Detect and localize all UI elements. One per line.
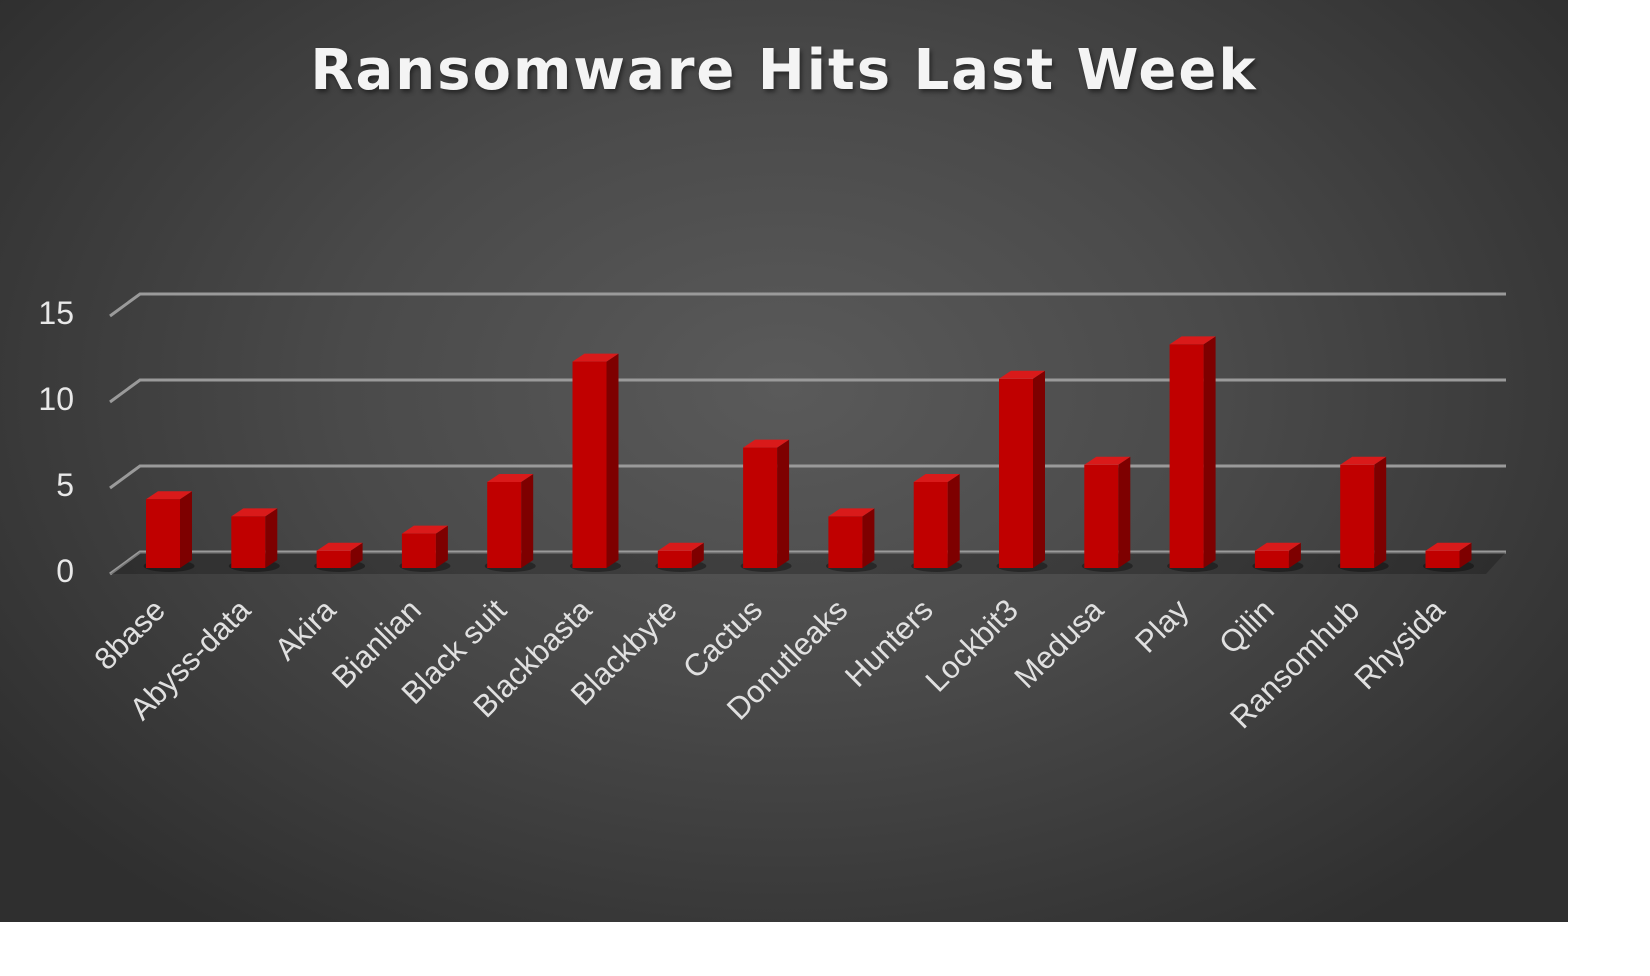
floor-plane <box>110 552 1506 574</box>
x-tick-label: Medusa <box>1008 592 1111 695</box>
y-tick-label: 0 <box>56 553 74 589</box>
gridline-15 <box>109 292 1506 318</box>
bar-blackbyte <box>655 542 707 572</box>
gridline-5 <box>109 464 1506 490</box>
floor-shadow <box>110 552 1506 574</box>
bar-abyss-data <box>228 508 280 572</box>
bar-8base <box>143 491 195 572</box>
bar-blackbasta <box>570 353 621 572</box>
bar-medusa <box>1081 456 1133 572</box>
bar-play <box>1167 336 1219 572</box>
y-tick-label: 5 <box>56 467 74 503</box>
gridline-0 <box>109 550 1506 576</box>
gridlines <box>109 292 1506 576</box>
chart-area: Ransomware Hits Last Week 0 5 10 15 8base Ab… <box>0 0 1568 922</box>
bars <box>143 336 1474 572</box>
y-tick-label: 10 <box>38 381 74 417</box>
bar-qilin <box>1252 542 1304 572</box>
bar-rhysida <box>1423 542 1474 572</box>
bar-lockbit3 <box>996 370 1048 572</box>
gridline-10 <box>109 378 1506 404</box>
x-tick-label: Qilin <box>1212 592 1281 661</box>
x-tick-label: Akira <box>268 592 343 667</box>
bar-ransomhub <box>1337 456 1389 572</box>
bar-akira <box>314 542 366 572</box>
bar-bianlian <box>399 525 451 572</box>
x-tick-label: 8base <box>87 592 171 676</box>
bar-cactus <box>740 439 792 572</box>
x-tick-label: Rhysida <box>1348 592 1452 696</box>
bar-black-suit <box>484 474 536 572</box>
bar-donutleaks <box>825 508 877 572</box>
bar-hunters <box>911 474 963 572</box>
y-axis-ticks: 0 5 10 15 <box>38 295 74 589</box>
chart-title: Ransomware Hits Last Week <box>310 38 1258 103</box>
y-tick-label: 15 <box>38 295 74 331</box>
x-tick-label: Lockbit3 <box>919 592 1025 698</box>
x-tick-label: Play <box>1128 592 1196 660</box>
